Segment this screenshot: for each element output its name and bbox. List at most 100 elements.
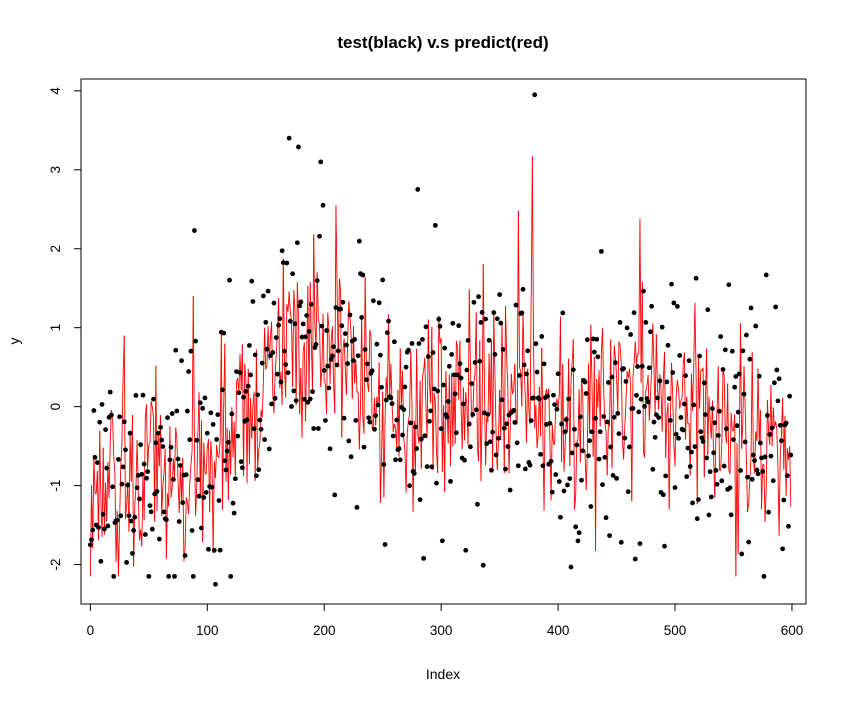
predict-line-segment <box>631 378 634 502</box>
test-point <box>211 547 217 553</box>
test-point <box>780 546 786 552</box>
test-point <box>156 536 162 542</box>
test-point <box>140 392 146 398</box>
predict-line-segment <box>648 396 651 421</box>
predict-line-segment <box>368 329 371 392</box>
predict-line-segment <box>467 289 470 446</box>
predict-line-segment <box>617 341 620 412</box>
test-point <box>767 431 773 437</box>
predict-line-segment <box>672 395 675 445</box>
test-point <box>504 421 510 427</box>
test-point <box>593 415 598 421</box>
predict-line-segment <box>459 340 462 407</box>
predict-line-segment <box>613 345 616 358</box>
predict-line-segment <box>222 408 225 510</box>
predict-line-segment <box>541 348 544 436</box>
test-point <box>697 353 702 359</box>
test-point <box>539 334 545 339</box>
predict-line-segment <box>165 493 168 559</box>
predict-line-segment <box>501 321 504 396</box>
test-point <box>255 392 260 398</box>
test-point <box>768 453 774 459</box>
test-point <box>104 465 110 471</box>
test-point <box>703 412 708 417</box>
test-point <box>773 304 778 310</box>
test-point <box>289 404 294 409</box>
predict-line-segment <box>171 458 174 488</box>
test-point <box>223 467 229 473</box>
test-point <box>243 388 249 394</box>
predict-line-segment <box>531 156 534 344</box>
test-point <box>664 379 670 385</box>
test-point <box>708 494 714 500</box>
test-point <box>728 512 734 518</box>
test-point <box>704 455 709 461</box>
chart-title: test(black) v.s predict(red) <box>337 33 548 52</box>
test-point <box>239 465 245 471</box>
test-point <box>583 391 589 396</box>
predict-line-segment <box>92 454 95 549</box>
test-point <box>373 413 379 418</box>
test-point <box>696 497 701 503</box>
predict-line-segment <box>341 351 344 438</box>
test-point <box>123 447 128 453</box>
test-point <box>380 277 386 283</box>
test-point <box>318 159 324 165</box>
predict-line-segment <box>747 502 750 513</box>
test-point <box>576 530 582 536</box>
test-point <box>214 437 220 442</box>
test-point <box>232 476 238 482</box>
test-point <box>235 433 241 439</box>
test-point <box>411 471 417 476</box>
test-point <box>431 386 437 392</box>
test-point <box>514 440 520 446</box>
test-point <box>595 354 601 360</box>
test-point <box>553 472 559 477</box>
test-point <box>401 407 407 412</box>
test-point <box>579 477 584 483</box>
test-point <box>259 360 265 366</box>
predict-line-segment <box>645 386 648 391</box>
predict-line-segment <box>312 234 315 395</box>
test-point <box>731 437 736 443</box>
predict-line-segment <box>770 385 773 447</box>
predict-line-segment <box>405 432 408 493</box>
test-point <box>166 573 172 579</box>
predict-line-segment <box>113 456 116 474</box>
test-point <box>116 457 121 462</box>
test-point <box>183 472 189 478</box>
predict-line-segment <box>392 424 395 432</box>
test-point <box>319 323 325 329</box>
test-point <box>97 419 103 425</box>
predict-line-segment <box>170 487 173 498</box>
test-point <box>692 444 698 450</box>
predict-line-segment <box>503 306 506 473</box>
test-point <box>450 320 456 326</box>
test-point <box>745 474 750 480</box>
test-point <box>777 422 783 428</box>
predict-line-segment <box>590 324 593 385</box>
test-point <box>382 542 388 547</box>
test-point <box>221 330 227 336</box>
test-point <box>645 399 651 405</box>
test-point <box>492 352 498 357</box>
predict-line-segment <box>136 439 139 493</box>
test-point <box>217 547 223 553</box>
test-point <box>396 446 402 452</box>
test-point <box>425 354 431 359</box>
test-point <box>608 444 614 450</box>
test-point <box>121 419 127 425</box>
test-point <box>146 573 152 579</box>
predict-line-segment <box>634 341 637 365</box>
test-point <box>353 418 359 423</box>
test-point <box>182 553 188 558</box>
predict-line-segment <box>727 383 730 470</box>
test-point <box>340 299 346 305</box>
test-point <box>689 449 694 455</box>
predict-line-segment <box>203 442 206 473</box>
test-point <box>110 484 115 490</box>
test-point <box>463 547 469 553</box>
predict-line-segment <box>522 310 525 367</box>
test-point <box>590 336 596 342</box>
